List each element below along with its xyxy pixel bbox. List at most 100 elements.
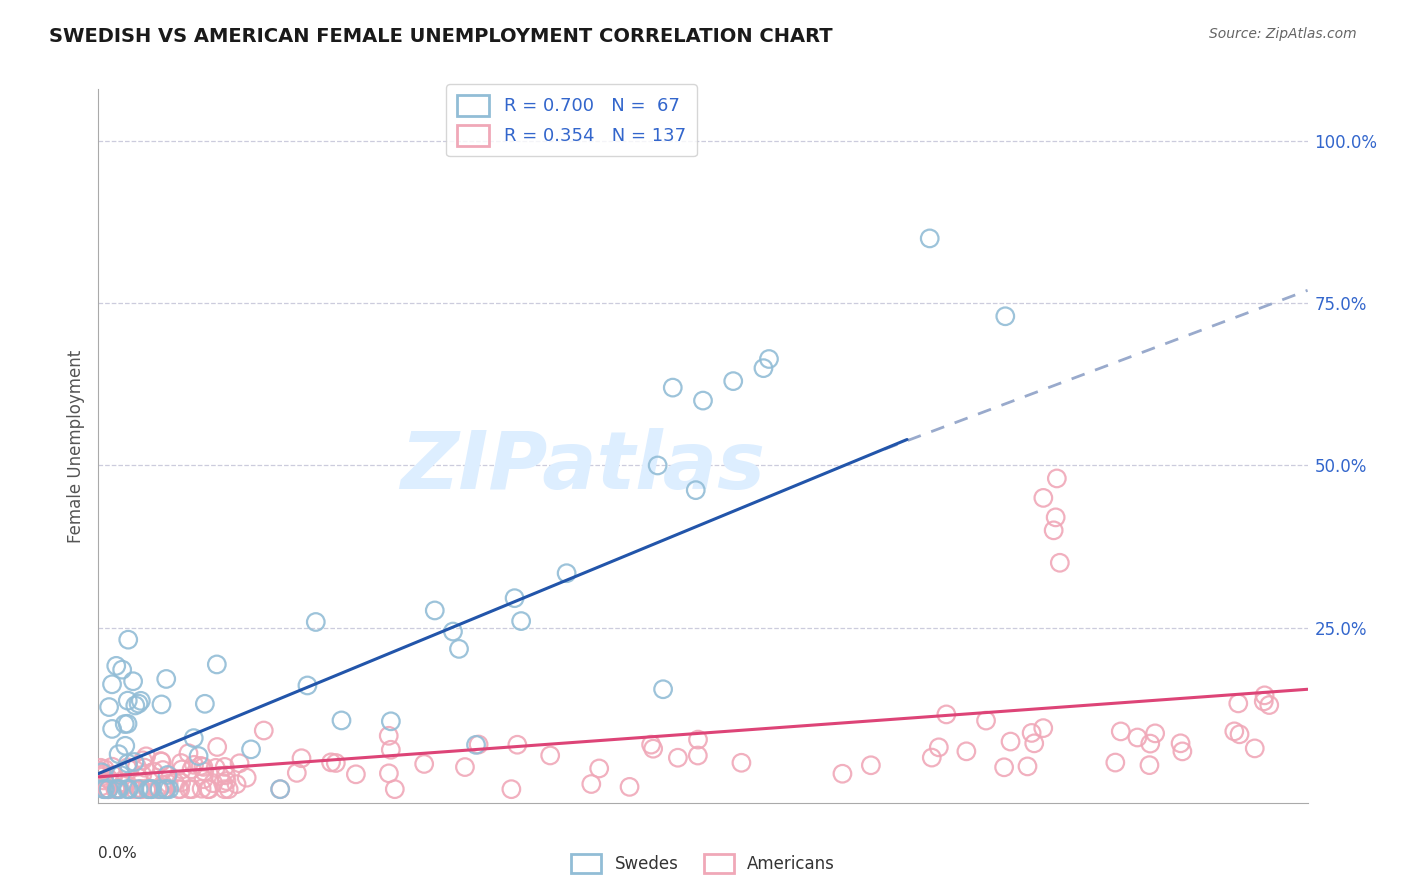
Point	[170, 763, 193, 777]
Point	[215, 768, 238, 782]
Point	[97, 772, 120, 787]
Point	[319, 756, 342, 770]
Point	[380, 714, 402, 729]
Point	[179, 782, 201, 797]
Point	[643, 741, 665, 756]
Point	[1000, 734, 1022, 748]
Point	[214, 760, 236, 774]
Point	[129, 694, 152, 708]
Point	[117, 693, 139, 707]
Point	[1032, 491, 1054, 505]
Point	[105, 658, 128, 673]
Text: 0.0%: 0.0%	[98, 846, 138, 861]
Point	[640, 738, 662, 752]
Point	[666, 750, 689, 764]
Point	[686, 748, 709, 763]
Point	[89, 764, 111, 778]
Point	[686, 732, 709, 747]
Point	[104, 782, 127, 797]
Point	[212, 776, 235, 790]
Point	[170, 775, 193, 789]
Point	[124, 755, 146, 769]
Point	[183, 757, 205, 772]
Point	[135, 781, 157, 796]
Point	[122, 674, 145, 689]
Text: Source: ZipAtlas.com: Source: ZipAtlas.com	[1209, 27, 1357, 41]
Point	[153, 782, 176, 797]
Point	[831, 766, 853, 780]
Point	[1144, 726, 1167, 740]
Point	[138, 782, 160, 797]
Point	[170, 756, 193, 770]
Point	[118, 782, 141, 797]
Point	[190, 781, 212, 796]
Point	[228, 756, 250, 771]
Point	[90, 761, 112, 775]
Point	[1171, 744, 1194, 758]
Point	[153, 782, 176, 797]
Point	[510, 614, 533, 628]
Point	[661, 381, 683, 395]
Point	[202, 776, 225, 790]
Point	[90, 767, 112, 781]
Point	[285, 765, 308, 780]
Point	[180, 762, 202, 776]
Point	[152, 763, 174, 777]
Point	[141, 782, 163, 797]
Point	[1109, 724, 1132, 739]
Point	[253, 723, 276, 738]
Point	[1042, 524, 1064, 538]
Point	[447, 641, 470, 656]
Point	[169, 782, 191, 797]
Text: SWEDISH VS AMERICAN FEMALE UNEMPLOYMENT CORRELATION CHART: SWEDISH VS AMERICAN FEMALE UNEMPLOYMENT …	[49, 27, 832, 45]
Point	[859, 758, 882, 772]
Point	[1021, 726, 1043, 740]
Point	[112, 775, 135, 789]
Legend: Swedes, Americans: Swedes, Americans	[565, 847, 841, 880]
Point	[685, 483, 707, 497]
Point	[1139, 737, 1161, 751]
Point	[1049, 556, 1071, 570]
Point	[148, 782, 170, 797]
Point	[110, 768, 132, 782]
Point	[103, 768, 125, 782]
Point	[506, 738, 529, 752]
Point	[128, 697, 150, 711]
Point	[1017, 759, 1039, 773]
Point	[619, 780, 641, 794]
Point	[208, 769, 231, 783]
Point	[101, 722, 124, 736]
Point	[155, 782, 177, 797]
Point	[118, 763, 141, 777]
Point	[1045, 510, 1067, 524]
Point	[149, 754, 172, 768]
Point	[344, 767, 367, 781]
Y-axis label: Female Unemployment: Female Unemployment	[66, 350, 84, 542]
Point	[132, 753, 155, 767]
Point	[157, 777, 180, 791]
Point	[205, 739, 228, 754]
Point	[117, 782, 139, 797]
Point	[297, 678, 319, 692]
Point	[190, 759, 212, 773]
Point	[114, 739, 136, 753]
Point	[1024, 736, 1046, 750]
Point	[101, 760, 124, 774]
Point	[441, 624, 464, 639]
Point	[378, 766, 401, 780]
Point	[1258, 698, 1281, 712]
Point	[105, 782, 128, 797]
Point	[218, 782, 240, 797]
Point	[723, 374, 745, 388]
Point	[129, 782, 152, 797]
Point	[131, 782, 153, 797]
Point	[501, 782, 523, 797]
Point	[117, 632, 139, 647]
Point	[503, 591, 526, 606]
Point	[1229, 727, 1251, 741]
Point	[193, 772, 215, 787]
Point	[465, 738, 488, 752]
Point	[928, 740, 950, 755]
Point	[588, 761, 610, 775]
Point	[125, 760, 148, 774]
